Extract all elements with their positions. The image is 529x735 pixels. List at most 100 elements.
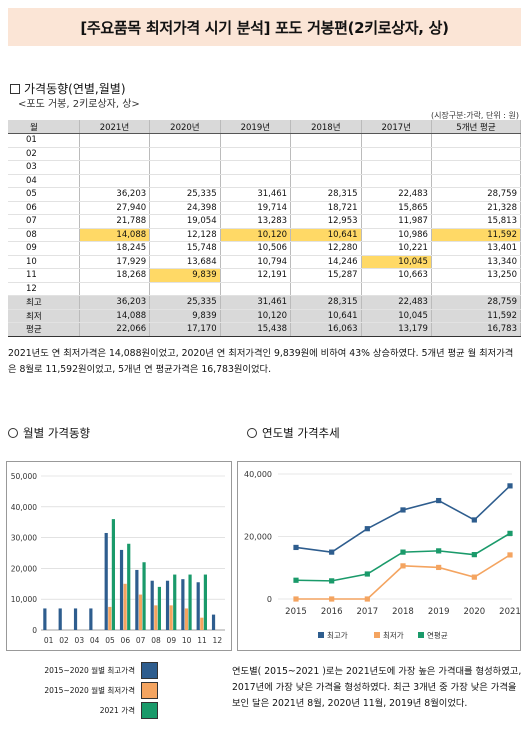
price-cell (290, 147, 362, 161)
y-tick-label: 50,000 (11, 472, 37, 481)
price-cell (431, 147, 522, 161)
bar-max (73, 608, 78, 630)
x-tick-label: 12 (213, 636, 223, 645)
price-cell (290, 133, 362, 148)
data-point (471, 552, 477, 558)
data-point (400, 549, 406, 555)
x-tick-label: 2016 (321, 607, 343, 617)
bar-max (135, 569, 139, 630)
bar-2021 (188, 574, 192, 630)
summary-row: 평균 22,066 17,170 15,438 16,063 13,179 16,783 (8, 322, 522, 337)
data-point (436, 548, 442, 554)
banner-title: [주요품목 최저가격 시기 분석] 포도 거봉편(2키로상자, 상) (80, 18, 449, 37)
summary-label-cell: 평균 (8, 322, 80, 337)
price-cell (361, 147, 432, 161)
price-cell (361, 174, 432, 188)
summary-cell: 10,120 (220, 309, 292, 323)
table-row: 12 (8, 282, 522, 296)
column-header: 5개년 평균 (431, 120, 522, 134)
data-point (329, 549, 335, 555)
price-cell (361, 160, 432, 175)
legend-swatch (318, 632, 324, 638)
column-header: 2020년 (149, 120, 221, 134)
legend-swatch (374, 632, 380, 638)
table-row: 11 18,268 9,839 12,191 15,287 10,663 13,250 (8, 268, 522, 283)
price-cell: 11,987 (361, 214, 432, 229)
price-cell: 12,128 (149, 228, 221, 242)
x-tick-label: 04 (90, 636, 100, 645)
yearly-chart-heading-text: 연도별 가격추세 (262, 426, 340, 440)
column-header: 월 (8, 120, 80, 134)
price-cell: 10,794 (220, 255, 292, 269)
x-tick-label: 01 (44, 636, 54, 645)
price-cell: 10,663 (361, 268, 432, 283)
bar-max (104, 532, 108, 630)
price-cell: 22,483 (361, 187, 432, 202)
unit-note: (시장구분:가락, 단위 : 원) (430, 111, 519, 120)
legend-item-2021: 2021 가격 (8, 700, 158, 720)
table-row: 02 (8, 147, 522, 161)
month-cell: 05 (8, 187, 80, 202)
price-cell: 24,398 (149, 201, 221, 215)
table-header-row: 월 2021년 2020년 2019년 2018년 2017년 5개년 평균 (8, 120, 522, 134)
price-cell: 15,748 (149, 241, 221, 256)
x-tick-label: 06 (121, 636, 131, 645)
legend-item-max: 2015~2020 월별 최고가격 (8, 660, 158, 680)
summary-cell: 22,066 (79, 322, 151, 337)
table-row: 10 17,929 13,684 10,794 14,246 10,045 13,340 (8, 255, 522, 269)
bar-max (196, 582, 200, 630)
bar-min (123, 583, 127, 630)
price-cell: 10,986 (361, 228, 432, 242)
section-title-text: 가격동향(연별,월별) (24, 82, 126, 96)
x-tick-label: 08 (151, 636, 161, 645)
price-cell (220, 133, 292, 148)
bar-2021 (173, 574, 177, 630)
price-cell (431, 133, 522, 148)
y-tick-label: 20,000 (244, 533, 272, 542)
price-cell (220, 160, 292, 175)
legend-label: 최고가 (327, 630, 348, 640)
column-header: 2018년 (290, 120, 362, 134)
price-cell: 15,287 (290, 268, 362, 283)
price-cell (431, 160, 522, 175)
price-cell (79, 282, 151, 296)
price-cell: 25,335 (149, 187, 221, 202)
data-point (471, 517, 477, 523)
price-table: 월 2021년 2020년 2019년 2018년 2017년 5개년 평균 01 02 03 0… (8, 120, 522, 337)
summary-label-cell: 최저 (8, 309, 80, 323)
summary-cell: 9,839 (149, 309, 221, 323)
price-cell (220, 282, 292, 296)
x-tick-label: 2019 (428, 607, 450, 617)
table-row: 05 36,203 25,335 31,461 28,315 22,483 28,759 (8, 187, 522, 202)
checkbox-square-icon (10, 83, 20, 94)
y-tick-label: 0 (32, 626, 37, 635)
price-cell (361, 282, 432, 296)
price-cell: 10,120 (220, 228, 292, 242)
summary-cell: 36,203 (79, 295, 151, 310)
legend-label: 연평균 (427, 630, 448, 640)
y-tick-label: 30,000 (11, 534, 37, 543)
month-cell: 06 (8, 201, 80, 215)
price-cell (220, 147, 292, 161)
price-cell: 13,401 (431, 241, 522, 256)
legend-swatch (418, 632, 424, 638)
table-row: 01 (8, 133, 522, 148)
bar-min (154, 605, 158, 630)
price-cell: 10,506 (220, 241, 292, 256)
monthly-chart-legend: 2015~2020 월별 최고가격 2015~2020 월별 최저가격 2021… (8, 660, 158, 720)
x-tick-label: 03 (75, 636, 85, 645)
x-tick-label: 2018 (392, 607, 414, 617)
x-tick-label: 2015 (285, 607, 307, 617)
x-tick-label: 07 (136, 636, 146, 645)
x-tick-label: 2017 (357, 607, 379, 617)
price-cell: 19,054 (149, 214, 221, 229)
data-point (329, 578, 335, 584)
summary-paragraph: 2021년도 연 최저가격은 14,088원이었고, 2020년 연 최저가격인… (8, 348, 514, 375)
summary-cell: 11,592 (431, 309, 522, 323)
price-cell: 11,592 (431, 228, 522, 242)
price-cell (290, 282, 362, 296)
table-body: 01 02 03 04 05 36,203 25,335 31,461 28,315 22,483… (8, 133, 522, 337)
price-cell (149, 147, 221, 161)
legend-label: 2021 가격 (99, 705, 135, 715)
series-line-1 (296, 554, 511, 600)
